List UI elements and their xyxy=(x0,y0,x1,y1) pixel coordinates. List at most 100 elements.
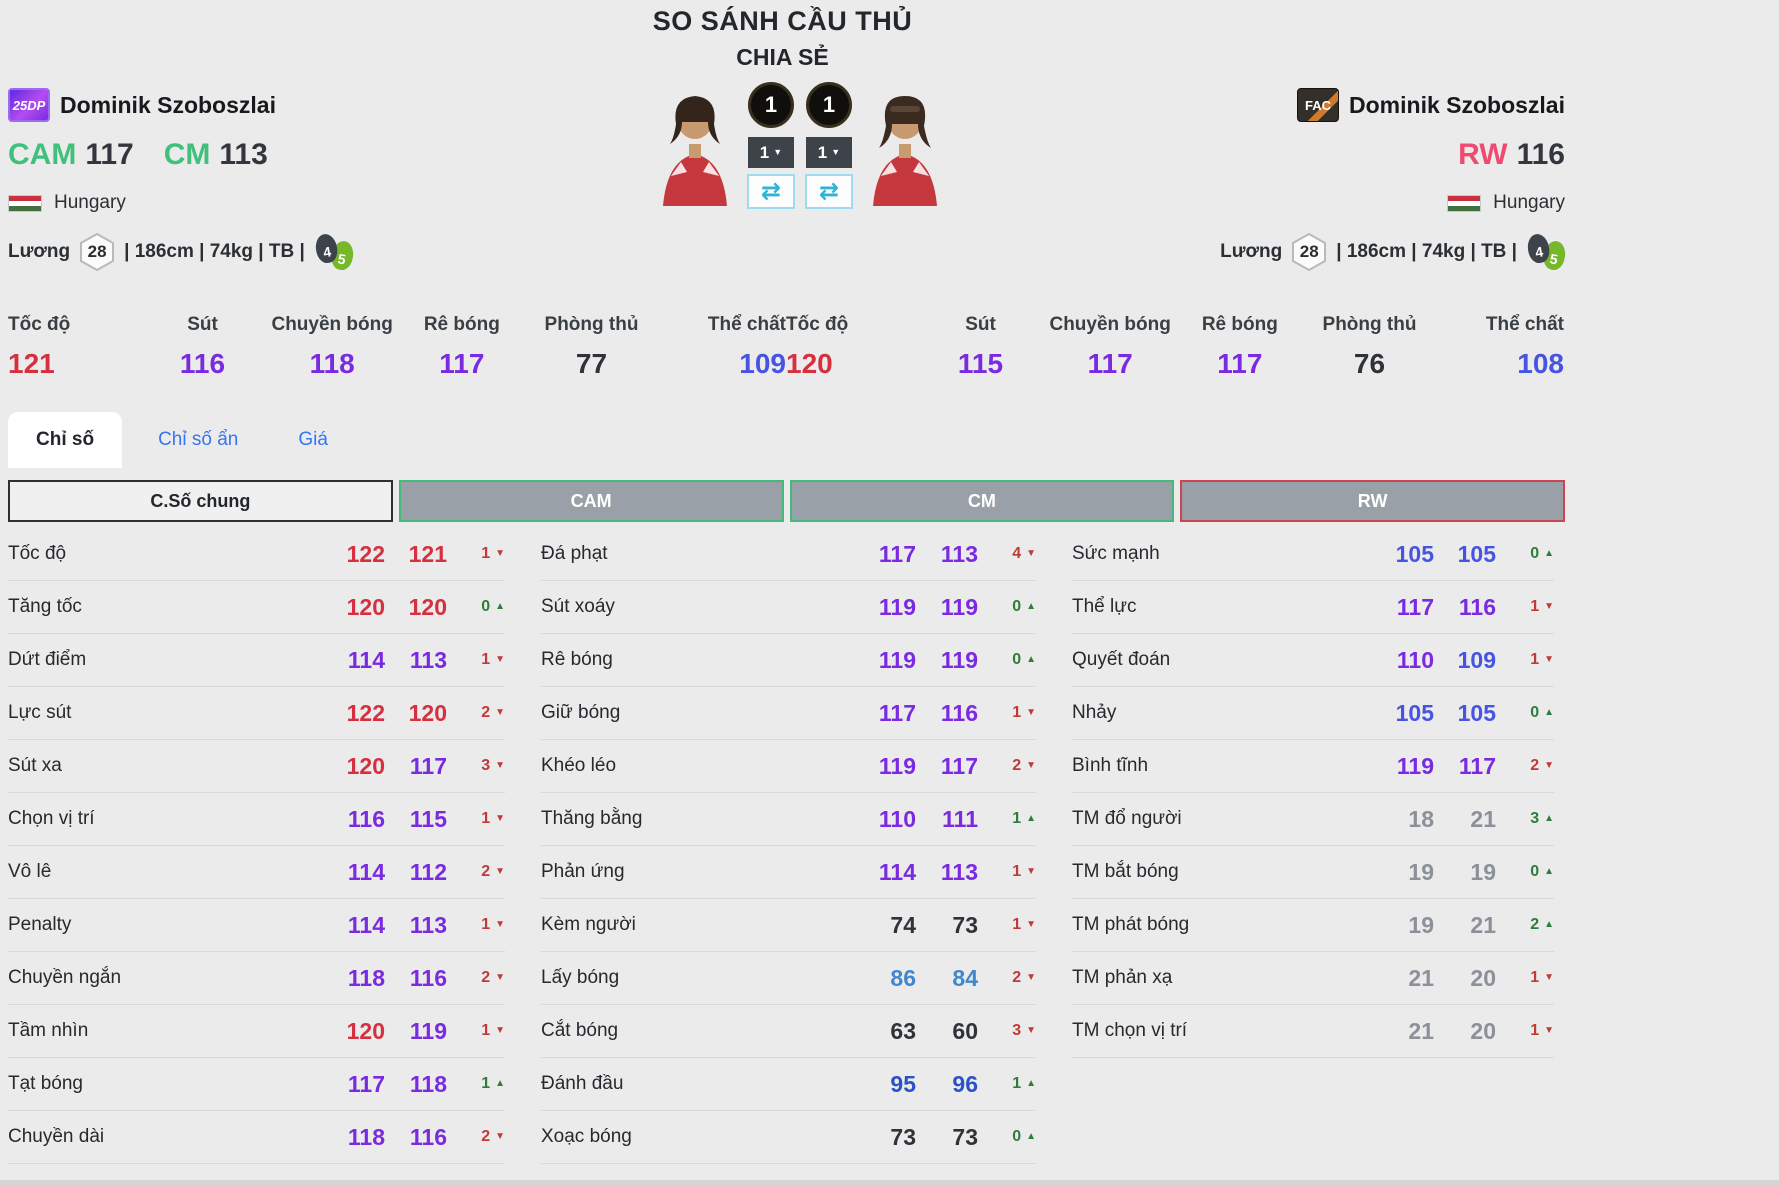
share-button[interactable]: CHIA SẺ xyxy=(736,44,829,70)
stat-diff: 1 ▼ xyxy=(978,704,1036,722)
stat-value-right: 117 xyxy=(940,752,978,779)
diff-arrow-icon: ▲ xyxy=(495,601,505,612)
salary-badge: 28 xyxy=(79,232,115,272)
position-rating: CM 113 xyxy=(164,138,268,172)
diff-value: 1 xyxy=(1012,863,1022,880)
diff-arrow-icon: ▼ xyxy=(1544,760,1554,771)
stat-value-left: 122 xyxy=(346,540,385,567)
stat-label: Khéo léo xyxy=(541,755,617,776)
bottom-edge xyxy=(0,1180,1779,1185)
stat-table: Tốc độ 122 121 1 ▼ Tăng tốc 120 120 0 ▲ … xyxy=(8,528,1565,1164)
diff-arrow-icon: ▼ xyxy=(495,919,505,930)
tab-2[interactable]: Giá xyxy=(298,429,328,450)
stat-value-right: 105 xyxy=(1457,699,1496,726)
stat-value-left: 120 xyxy=(346,1017,385,1044)
stat-value-right: 119 xyxy=(409,1017,447,1044)
stat-value-right: 113 xyxy=(940,858,978,885)
summary-stat-label: Thể chất xyxy=(707,314,786,335)
stat-label: Nhảy xyxy=(1072,702,1117,723)
right-player-photo xyxy=(873,96,937,206)
stat-diff: 3 ▲ xyxy=(1496,810,1554,828)
right-player-name: Dominik Szoboszlai xyxy=(1349,91,1565,118)
stat-value-left: 119 xyxy=(878,752,916,779)
right-level-select[interactable]: 1 ▼ xyxy=(806,137,852,168)
summary-stat-label: Phòng thủ xyxy=(1322,314,1417,335)
stat-value-left: 117 xyxy=(1396,593,1434,620)
diff-arrow-icon: ▼ xyxy=(1544,601,1554,612)
tab-1[interactable]: Chỉ số ẩn xyxy=(158,429,239,450)
diff-arrow-icon: ▲ xyxy=(1026,1078,1036,1089)
right-swap-button[interactable]: ⇄ xyxy=(805,174,853,209)
chevron-down-icon: ▼ xyxy=(831,147,841,157)
stat-label: TM bắt bóng xyxy=(1072,861,1179,882)
stat-diff: 2 ▼ xyxy=(978,757,1036,775)
diff-arrow-icon: ▼ xyxy=(495,548,505,559)
stat-label: TM phản xạ xyxy=(1072,967,1173,988)
left-swap-button[interactable]: ⇄ xyxy=(747,174,795,209)
diff-arrow-icon: ▼ xyxy=(495,1025,505,1036)
left-card-type-badge-icon: 25DP xyxy=(8,88,50,122)
diff-arrow-icon: ▼ xyxy=(495,1131,505,1142)
stat-label: Vô lê xyxy=(8,861,52,882)
diff-value: 4 xyxy=(1012,545,1022,562)
stat-row: Vô lê 114 112 2 ▼ xyxy=(8,846,505,899)
summary-stat-value: 76 xyxy=(1353,348,1386,379)
stat-row: TM phản xạ 21 20 1 ▼ xyxy=(1072,952,1554,1005)
left-player-header: 25DP Dominik Szoboszlai CAM 117 CM 113 Hung… xyxy=(8,88,356,272)
tab-bar: Chỉ số Chỉ số ẩn Giá xyxy=(8,412,352,468)
diff-value: 1 xyxy=(1012,916,1022,933)
summary-stat-label: Sút xyxy=(187,314,218,335)
column-header: CAM xyxy=(398,480,784,522)
salary-value: 28 xyxy=(1299,242,1319,261)
tab-0[interactable]: Chỉ số xyxy=(8,412,123,468)
stat-label: TM chọn vị trí xyxy=(1072,1020,1188,1041)
stat-row: Chuyền dài 118 116 2 ▼ xyxy=(8,1111,505,1164)
summary-stats: Tốc độ Sút Chuyền bóng Rê bóng Phòng thủ Thể … xyxy=(8,314,1565,380)
diff-arrow-icon: ▼ xyxy=(495,813,505,824)
stat-value-right: 116 xyxy=(1458,593,1496,620)
diff-arrow-icon: ▼ xyxy=(1026,707,1036,718)
stat-value-right: 120 xyxy=(408,699,447,726)
stat-value-left: 118 xyxy=(347,1123,385,1150)
stat-label: Phản ứng xyxy=(541,861,625,882)
stat-value-right: 117 xyxy=(409,752,447,779)
stat-diff: 0 ▲ xyxy=(978,651,1036,669)
right-player-body-info: | 186cm | 74kg | TB | xyxy=(1336,241,1517,262)
diff-value: 0 xyxy=(1012,1128,1022,1145)
summary-stat-value: 116 xyxy=(179,348,226,379)
diff-arrow-icon: ▲ xyxy=(1026,601,1036,612)
summary-stat-label: Rê bóng xyxy=(1201,314,1278,335)
diff-value: 3 xyxy=(1530,810,1540,827)
diff-value: 0 xyxy=(1012,598,1022,615)
diff-arrow-icon: ▲ xyxy=(1544,919,1554,930)
summary-stat-value: 120 xyxy=(786,348,833,379)
stat-row: Xoạc bóng 73 73 0 ▲ xyxy=(541,1111,1036,1164)
stat-diff: 2 ▼ xyxy=(447,969,505,987)
right-player-nation: Hungary xyxy=(1493,192,1565,213)
diff-arrow-icon: ▼ xyxy=(1026,972,1036,983)
page-title: SO SÁNH CẦU THỦ xyxy=(652,6,913,36)
stat-value-left: 21 xyxy=(1408,1017,1434,1044)
stat-diff: 1 ▼ xyxy=(1496,1022,1554,1040)
stat-row: Đánh đầu 95 96 1 ▲ xyxy=(541,1058,1036,1111)
hexagon-icon xyxy=(1292,232,1327,272)
salary-badge: 28 xyxy=(1291,232,1327,272)
diff-value: 1 xyxy=(481,545,491,562)
stat-value-left: 114 xyxy=(347,858,385,885)
stat-value-left: 118 xyxy=(347,964,385,991)
stat-value-right: 119 xyxy=(940,593,978,620)
stat-value-right: 21 xyxy=(1470,805,1496,832)
stat-value-left: 120 xyxy=(346,593,385,620)
stat-value-right: 112 xyxy=(409,858,447,885)
diff-value: 1 xyxy=(481,916,491,933)
stat-value-right: 113 xyxy=(409,911,447,938)
stat-diff: 1 ▼ xyxy=(447,916,505,934)
left-level-select[interactable]: 1 ▼ xyxy=(748,137,794,168)
stat-row: Bình tĩnh 119 117 2 ▼ xyxy=(1072,740,1554,793)
stat-diff: 1 ▲ xyxy=(978,1075,1036,1093)
diff-value: 1 xyxy=(1012,810,1022,827)
stat-label: Bình tĩnh xyxy=(1072,755,1149,776)
summary-stat-label: Phòng thủ xyxy=(544,314,639,335)
stat-value-left: 95 xyxy=(890,1070,916,1097)
left-player-positions: CAM 117 CM 113 xyxy=(8,138,353,172)
